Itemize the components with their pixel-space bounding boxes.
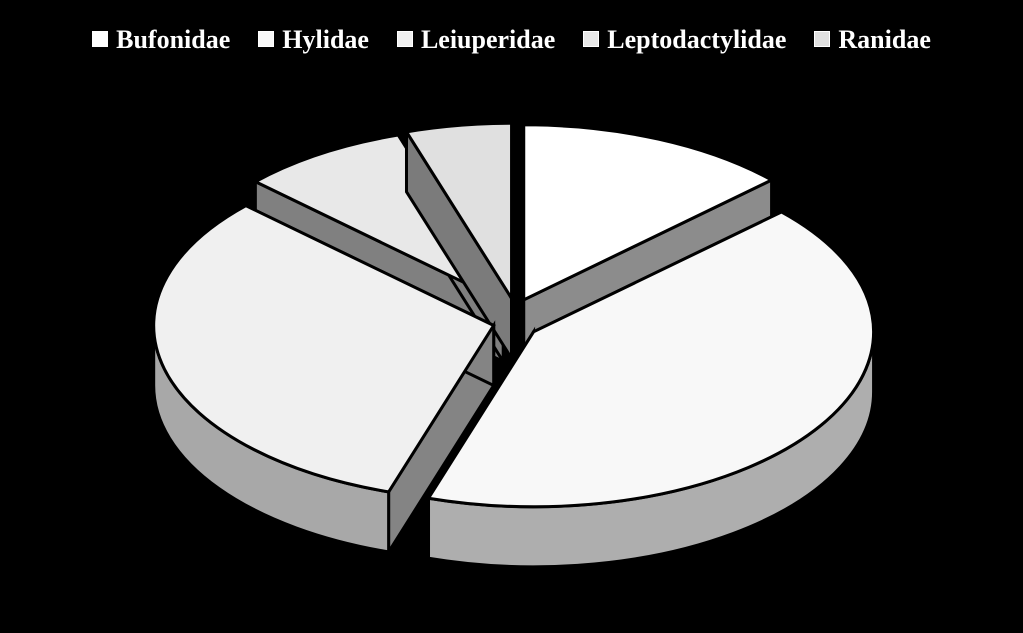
legend-marker <box>583 31 599 47</box>
legend-item-hylidae: Hylidae <box>258 25 369 55</box>
legend-item-leiuperidae: Leiuperidae <box>397 25 555 55</box>
legend-label: Leiuperidae <box>421 25 555 54</box>
legend-marker <box>92 31 108 47</box>
legend-label: Bufonidae <box>116 25 230 54</box>
legend-marker <box>397 31 413 47</box>
legend-item-leptodactylidae: Leptodactylidae <box>583 25 786 55</box>
legend-label: Hylidae <box>282 25 369 54</box>
legend-item-ranidae: Ranidae <box>814 25 930 55</box>
legend-marker <box>814 31 830 47</box>
pie-chart <box>125 110 905 610</box>
legend: Bufonidae Hylidae Leiuperidae Leptodactylid… <box>0 25 1023 55</box>
legend-label: Ranidae <box>838 25 930 54</box>
legend-label: Leptodactylidae <box>607 25 786 54</box>
legend-item-bufonidae: Bufonidae <box>92 25 230 55</box>
legend-marker <box>258 31 274 47</box>
chart-container: Bufonidae Hylidae Leiuperidae Leptodactylid… <box>0 0 1023 633</box>
